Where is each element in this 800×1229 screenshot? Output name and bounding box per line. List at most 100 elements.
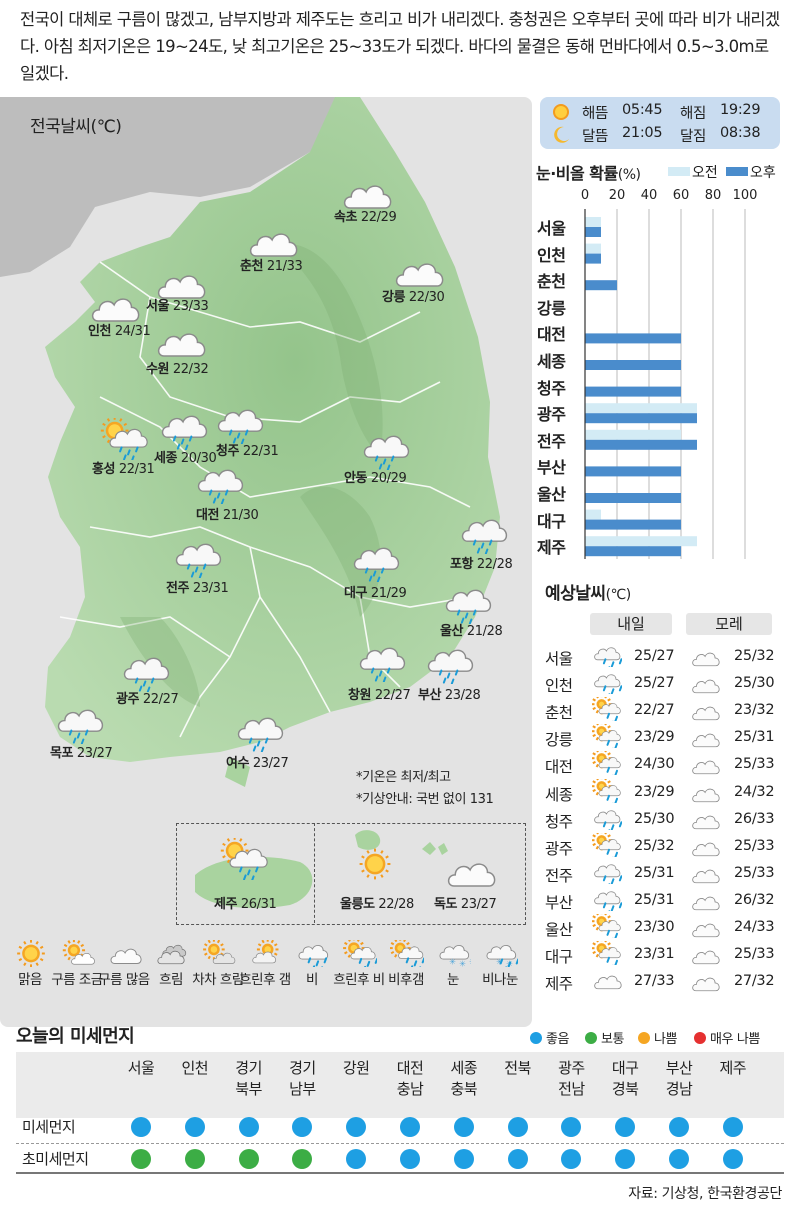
city-label: 전주 23/31 (166, 577, 229, 596)
cloudy-icon (692, 950, 720, 965)
forecast-dayafter-temp: 26/32 (734, 891, 775, 908)
city-temp: 22/27 (139, 692, 179, 707)
precip-am-bar (585, 509, 601, 520)
legend-label: 구름 조금 (51, 972, 103, 988)
precip-city-label: 대구 (537, 511, 566, 531)
forecast-dayafter-temp: 25/31 (734, 729, 775, 746)
precip-pm-bar (585, 333, 681, 344)
island-temp: 26/31 (237, 897, 277, 912)
dust-legend-item: 매우 나쁨 (694, 1028, 760, 1047)
precip-pm-bar (585, 360, 681, 370)
city-name: 강릉 (382, 290, 406, 305)
precip-pm-bar (585, 253, 601, 264)
partly-cloudy-rain-icon (592, 778, 621, 803)
dust-title: 오늘의 미세먼지 (16, 1026, 135, 1047)
city-label: 춘천 21/33 (240, 255, 303, 274)
precip-city-label: 전주 (537, 431, 566, 451)
sun-icon (17, 940, 45, 967)
map-title: 전국날씨(℃) (30, 117, 122, 137)
precip-city-label: 서울 (537, 219, 566, 238)
city-name: 광주 (116, 692, 140, 707)
precip-am-bar (585, 536, 697, 547)
pm25-dot (453, 1149, 474, 1169)
pm10-dot (292, 1117, 313, 1137)
city-temp: 20/29 (367, 471, 407, 486)
legend-label: 눈 (447, 972, 459, 988)
precip-title: 눈·비올 확률(%) (536, 164, 641, 183)
cloudy-icon (249, 233, 298, 257)
forecast-dayafter-temp: 25/33 (734, 756, 775, 773)
precip-city-label: 인천 (537, 245, 566, 265)
forecast-dayafter-temp: 23/32 (734, 702, 775, 719)
city-label: 포항 22/28 (450, 553, 513, 572)
dust-level-label: 나쁨 (654, 1032, 678, 1047)
rain-icon (594, 810, 622, 830)
rain-icon (161, 415, 208, 450)
pm10-dot (346, 1117, 367, 1137)
dust-legend-item: 보통 (585, 1028, 625, 1047)
pm25-dot (238, 1149, 259, 1169)
gradually-cloudy-icon (203, 940, 236, 964)
forecast-tomorrow-temp: 25/31 (634, 891, 675, 908)
legend-label: 흐림 (159, 972, 183, 988)
forecast-city: 춘천 (545, 704, 573, 723)
pm25-dot (346, 1149, 367, 1169)
precip-city-label: 울산 (537, 485, 566, 504)
cloudy-icon (447, 863, 496, 887)
city-label: 대전 21/30 (196, 504, 259, 523)
pm25-dot (615, 1149, 636, 1169)
city-name: 울산 (440, 624, 464, 639)
city-name: 포항 (450, 557, 474, 572)
dust-region-label: 경기 북부 (235, 1059, 262, 1098)
partly-cloudy-rain-icon (592, 832, 621, 857)
legend-label: 흐린후 갬 (239, 972, 291, 988)
forecast-tomorrow-temp: 23/30 (634, 919, 675, 935)
dust-table (16, 1052, 784, 1174)
legend-label: 맑음 (18, 972, 42, 988)
legend-label: 구름 많음 (98, 972, 150, 988)
precip-pm-bar (585, 386, 681, 397)
precip-am-swatch (668, 167, 690, 176)
dust-level-label: 보통 (601, 1032, 625, 1047)
cloudy-icon (692, 788, 720, 802)
city-temp: 22/30 (405, 290, 445, 305)
pm10-dot (453, 1117, 474, 1137)
forecast-city: 울산 (545, 921, 573, 939)
precip-city-label: 강릉 (537, 298, 566, 318)
island-label: 울릉도 22/28 (340, 893, 414, 912)
pm25-dot (292, 1149, 313, 1169)
rain-icon (594, 647, 622, 667)
forecast-city: 대구 (545, 948, 573, 967)
city-temp: 24/31 (111, 324, 151, 339)
city-temp: 22/28 (473, 557, 513, 572)
svg-text:✳: ✳ (496, 958, 503, 967)
forecast-dayafter-temp: 25/33 (734, 864, 775, 881)
city-temp: 21/33 (263, 259, 303, 274)
precip-am-label: 오전 (692, 165, 718, 181)
partly-cloudy-rain-icon (592, 724, 621, 749)
dust-level-dot (530, 1032, 542, 1044)
city-name: 목포 (50, 746, 74, 761)
precip-pm-bar (585, 519, 681, 530)
cloudy-icon (692, 923, 720, 938)
legend-label: 비 (306, 972, 318, 988)
city-name: 서울 (146, 299, 170, 314)
islands-inset (176, 823, 526, 925)
dust-level-label: 좋음 (546, 1032, 570, 1047)
legend-label: 비후갬 (388, 972, 424, 988)
pm10-dot (507, 1117, 528, 1137)
rain-icon (298, 945, 329, 967)
precip-tick-label: 60 (672, 188, 690, 203)
precip-city-label: 부산 (537, 458, 566, 478)
sunrise-label: 해뜸 (582, 106, 609, 122)
rain-icon (237, 717, 284, 752)
pm10-dot (400, 1117, 420, 1137)
city-temp: 21/29 (367, 586, 407, 601)
city-temp: 23/27 (249, 756, 289, 771)
forecast-tomorrow-temp: 25/27 (634, 675, 675, 692)
islands-divider (314, 823, 315, 923)
precip-city-label: 청주 (537, 378, 566, 398)
forecast-dayafter-header: 모레 (686, 613, 772, 635)
precip-pm-bar (585, 413, 697, 424)
precip-tick-label: 100 (732, 188, 758, 203)
